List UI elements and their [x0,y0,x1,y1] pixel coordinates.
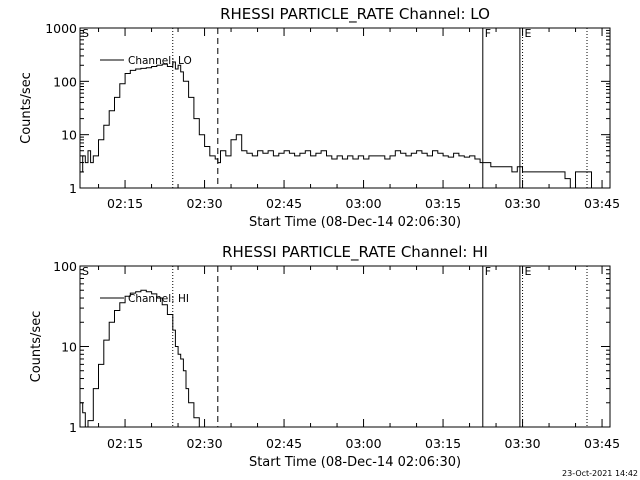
x-tick-label: 03:45 [584,436,620,451]
y-tick-label: 10 [61,340,77,355]
data-series-line [80,61,597,189]
y-tick-label: 100 [53,259,77,274]
event-marker-label: F [485,27,491,40]
plot-frame [79,265,611,428]
x-tick-label: 02:45 [266,196,302,211]
y-tick-label: 100 [53,74,77,89]
x-tick-label: 03:00 [346,436,382,451]
x-tick-label: 03:00 [346,196,382,211]
timestamp-stamp: 23-Oct-2021 14:42 [562,469,638,478]
x-tick-label: 03:15 [425,196,461,211]
x-tick-label: 02:30 [187,436,223,451]
event-marker-label: F [485,265,491,278]
x-tick-label: 02:15 [107,196,143,211]
y-axis-label: Counts/sec [29,311,44,383]
legend-label: Channel: LO [128,55,192,67]
chart-title: RHESSI PARTICLE_RATE Channel: HI [222,243,488,262]
x-tick-label: 03:30 [505,436,541,451]
lo-channel-panel: RHESSI PARTICLE_RATE Channel: LO 1 10 100 10… [19,5,620,230]
hi-channel-panel: RHESSI PARTICLE_RATE Channel: HI 1 10 100 02… [29,243,620,470]
y-tick-label: 1 [69,181,77,196]
chart-title: RHESSI PARTICLE_RATE Channel: LO [220,5,490,24]
x-axis-label: Start Time (08-Dec-14 02:06:30) [249,215,461,230]
x-tick-label: 03:30 [505,196,541,211]
event-marker-label: E [525,27,532,40]
plot-frame [79,27,611,189]
x-tick-label: 02:30 [187,196,223,211]
y-tick-label: 1 [69,420,77,435]
x-axis-label: Start Time (08-Dec-14 02:06:30) [249,455,461,470]
y-tick-label: 1000 [45,21,77,36]
x-tick-label: 03:15 [425,436,461,451]
event-marker-label: E [525,265,532,278]
legend-label: Channel: HI [128,293,189,305]
event-marker-label: S [82,265,89,278]
y-tick-label: 10 [61,128,77,143]
x-tick-label: 02:45 [266,436,302,451]
x-tick-label: 02:15 [107,436,143,451]
event-marker-label: S [82,27,89,40]
y-axis-label: Counts/sec [19,72,34,144]
data-series-line [80,289,200,428]
x-tick-label: 03:45 [584,196,620,211]
